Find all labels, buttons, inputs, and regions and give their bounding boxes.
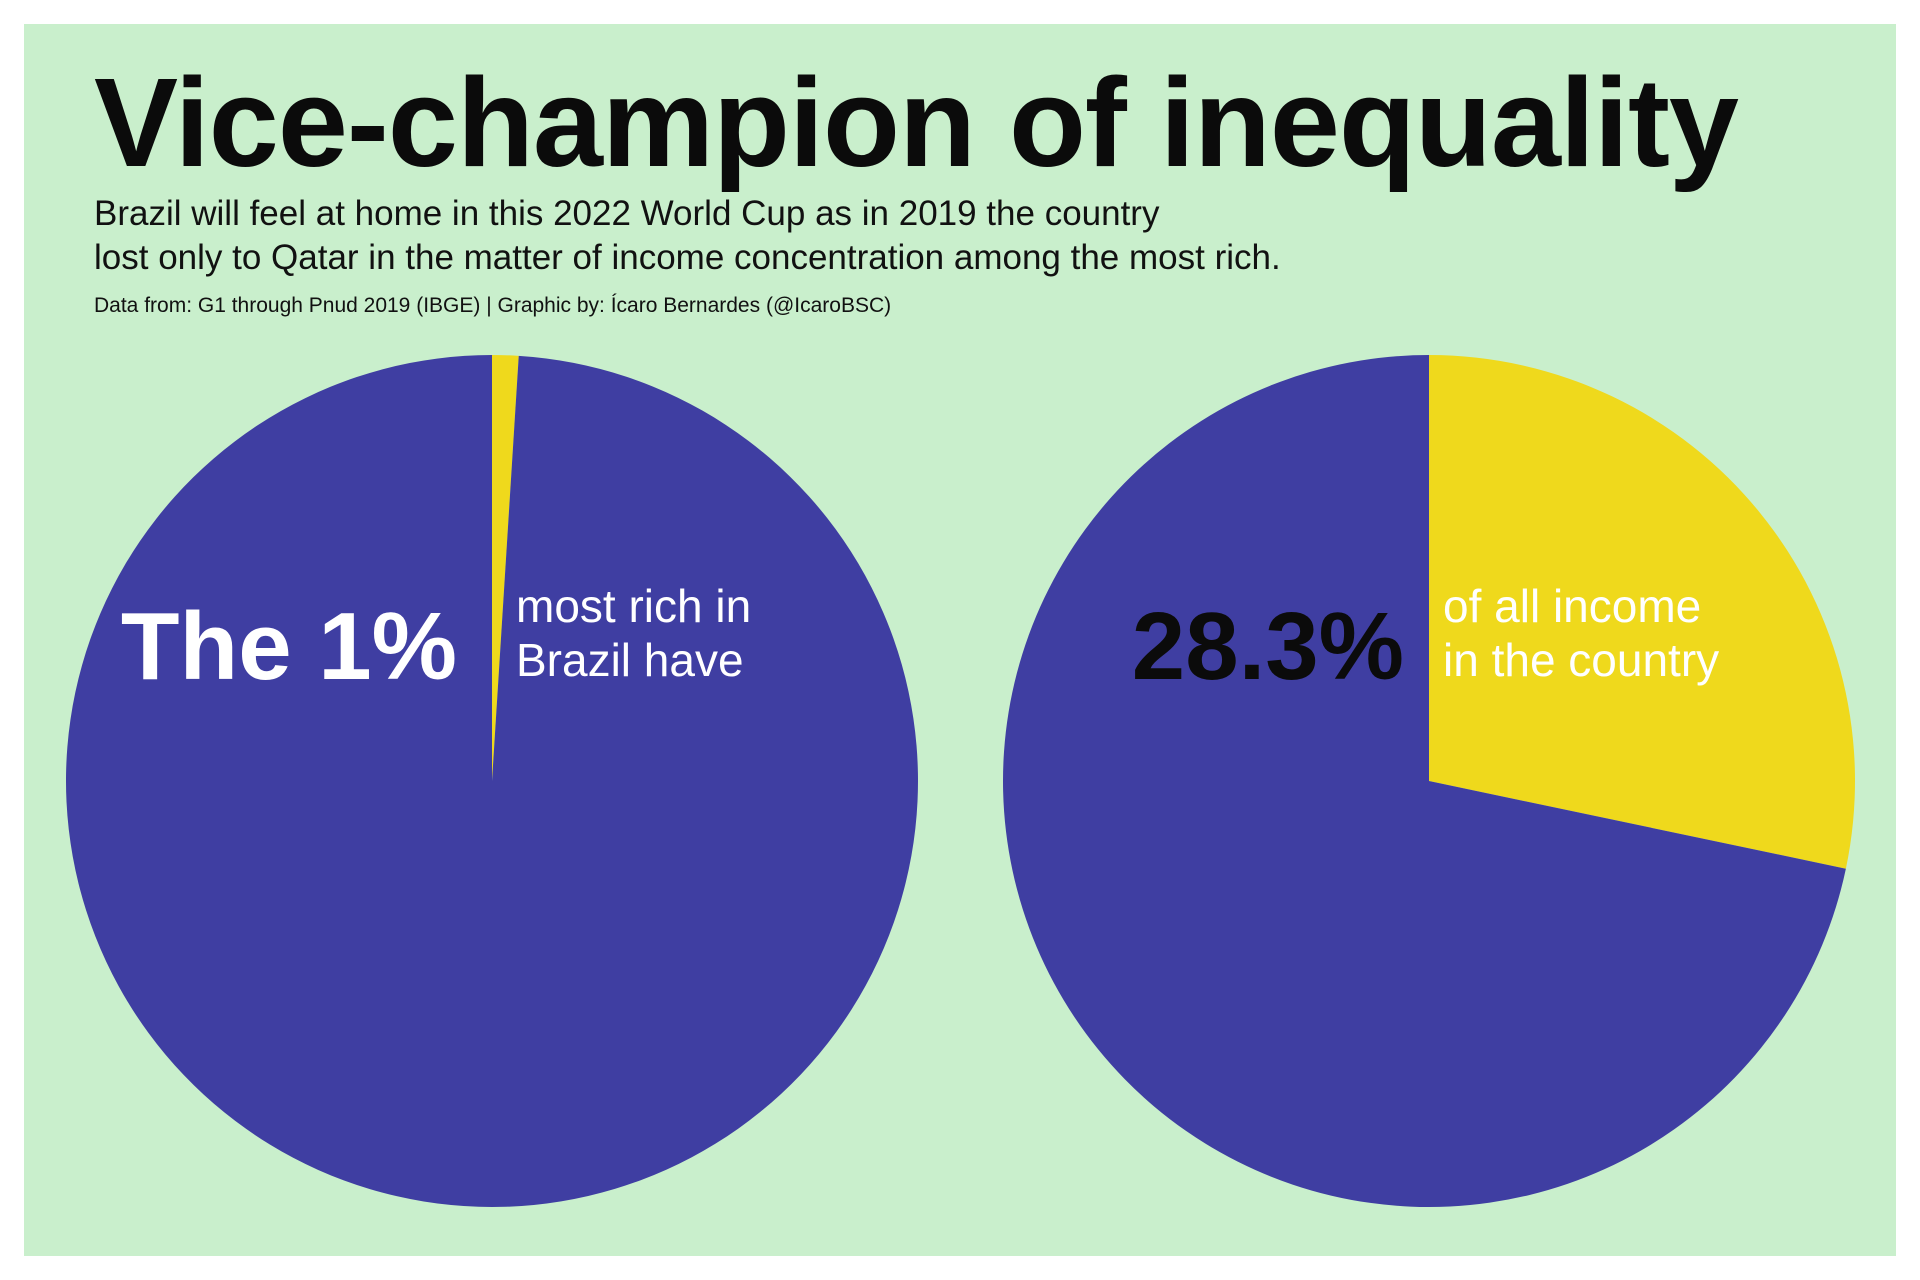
pie-2-slice-1 [1429,355,1855,869]
pie-1-side-label-line-1: most rich in [516,580,751,632]
subtitle-line-2: lost only to Qatar in the matter of inco… [94,238,1281,277]
pie-1-side-label-line-2: Brazil have [516,634,744,686]
pie-charts: The 1% most rich in Brazil have 28.3% of… [65,355,1855,1207]
pie-2-side-label-line-2: in the country [1443,634,1719,686]
pie-brazil-income [1003,355,1855,1207]
chart-title: Vice-champion of inequality [94,52,1739,193]
pie-2-big-label: 28.3% [1132,593,1404,700]
pie-1-big-label: The 1% [121,593,457,700]
chart-panel: Vice-champion of inequality Brazil will … [24,24,1896,1256]
subtitle-line-1: Brazil will feel at home in this 2022 Wo… [94,194,1160,233]
pie-1-slice-2 [65,355,918,1207]
pie-1-slice-1 [492,355,519,781]
pie-2-side-label-line-1: of all income [1443,580,1701,632]
pie-2-slice-2 [1003,355,1846,1207]
chart-subtitle: Brazil will feel at home in this 2022 Wo… [94,192,1281,280]
source-caption: Data from: G1 through Pnud 2019 (IBGE) |… [94,294,892,317]
pie-brazil-population [65,355,918,1207]
